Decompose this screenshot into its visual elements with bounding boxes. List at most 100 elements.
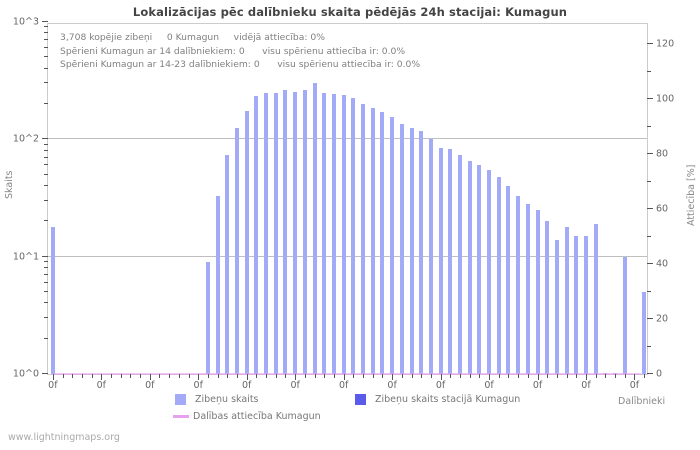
x-tick-minor [421, 374, 423, 378]
y-tick-left-minor [44, 32, 48, 34]
y-axis-tick-label-right: 120 [656, 38, 675, 50]
x-tick-minor [256, 374, 258, 378]
y-tick-right-major [647, 208, 653, 209]
x-tick-minor [372, 374, 374, 378]
x-tick-minor [644, 374, 646, 378]
bar [254, 95, 259, 374]
x-tick-minor [275, 374, 277, 378]
y-axis-tick-label-right: 0 [656, 368, 663, 380]
legend-lightning-count-station[interactable]: Zibeņu skaits stacijā Kumagun [355, 394, 520, 405]
bar [312, 83, 317, 374]
bar [438, 147, 443, 374]
legend-participation-ratio[interactable]: Dalības attiecība Kumagun [173, 411, 321, 422]
chart-title: Lokalizācijas pēc dalībnieku skaita pēdē… [132, 5, 568, 19]
chart-legend: Zibeņu skaits Zibeņu skaits stacijā Kumag… [173, 394, 655, 428]
x-tick-minor [304, 374, 306, 378]
y-tick-right-minor [647, 290, 651, 292]
x-tick-minor [624, 374, 626, 378]
bar [341, 94, 346, 374]
bar [322, 92, 327, 374]
x-tick-major [295, 374, 297, 380]
bar [283, 89, 288, 374]
x-tick-minor [227, 374, 229, 378]
y-axis-tick-label-left: 10^2 [12, 133, 39, 145]
x-tick-minor [140, 374, 142, 378]
x-tick-major [585, 374, 587, 380]
bar [428, 139, 433, 374]
x-tick-minor [576, 374, 578, 378]
participation-ratio-line [53, 373, 642, 375]
y-axis-tick-label-left: 10^3 [12, 16, 39, 28]
bar [583, 236, 588, 374]
legend-lightning-count[interactable]: Zibeņu skaits [175, 394, 259, 405]
x-tick-minor [324, 374, 326, 378]
bar [50, 226, 55, 374]
bar [205, 262, 210, 374]
y-tick-right-minor [647, 180, 651, 182]
x-tick-minor [72, 374, 74, 378]
y-tick-left-major [42, 373, 48, 374]
bar [215, 195, 220, 374]
bar [496, 176, 501, 374]
y-tick-left-major [42, 138, 48, 140]
legend-line-icon [173, 415, 189, 418]
bar [506, 186, 511, 374]
bar [477, 165, 482, 374]
legend-swatch-icon [355, 394, 366, 405]
x-tick-major [489, 374, 491, 380]
annotation-block: 3,708 kopējie zibeņi 0 Kumagun vidējā at… [60, 31, 420, 72]
bar [302, 89, 307, 374]
legend-swatch-icon [175, 394, 186, 405]
legend-label: Zibeņu skaits stacijā Kumagun [375, 394, 521, 405]
x-tick-major [392, 374, 394, 380]
y-tick-right-major [647, 373, 653, 374]
x-tick-minor [556, 374, 558, 378]
x-tick-major [101, 374, 103, 380]
bar [564, 226, 569, 374]
y-axis-tick-label-right: 60 [656, 203, 669, 215]
y-tick-right-minor [647, 70, 651, 72]
y-tick-right-minor [647, 125, 651, 127]
x-tick-minor [615, 374, 617, 378]
y-tick-left-minor [44, 220, 48, 222]
y-tick-left-minor [44, 143, 48, 145]
y-tick-left-minor [44, 261, 48, 263]
bar [535, 209, 540, 374]
x-tick-minor [217, 374, 219, 378]
bar [525, 204, 530, 374]
y-tick-left-minor [44, 199, 48, 201]
y-axis-tick-label-right: 100 [656, 93, 675, 105]
x-tick-minor [188, 374, 190, 378]
x-axis-tick-label: 0f [96, 380, 107, 391]
x-tick-minor [595, 374, 597, 378]
y-axis-title-right: Attiecība [%] [686, 164, 697, 226]
y-axis-title-left: Skaits [4, 170, 15, 200]
y-tick-left-minor [44, 103, 48, 105]
annotation-line-2: Spērieni Kumagun ar 14 dalībniekiem: 0 v… [60, 45, 406, 57]
y-tick-left-minor [44, 317, 48, 319]
x-axis-tick-label: 0f [629, 380, 640, 391]
bar [399, 124, 404, 374]
x-tick-minor [130, 374, 132, 378]
x-tick-minor [81, 374, 83, 378]
y-tick-left-minor [44, 302, 48, 304]
x-tick-minor [469, 374, 471, 378]
x-tick-minor [450, 374, 452, 378]
y-tick-left-minor [44, 67, 48, 69]
x-tick-minor [120, 374, 122, 378]
x-axis-tick-label: 0f [435, 380, 446, 391]
bar [390, 117, 395, 374]
x-tick-minor [498, 374, 500, 378]
x-tick-major [537, 374, 539, 380]
y-tick-left-minor [44, 281, 48, 283]
x-axis-title: Dalībnieki [618, 396, 666, 407]
x-axis-tick-label: 0f [387, 380, 397, 391]
y-tick-left-minor [44, 173, 48, 175]
x-tick-minor [382, 374, 384, 378]
y-tick-right-major [647, 43, 653, 44]
x-tick-minor [169, 374, 171, 378]
y-axis-tick-label-right: 20 [656, 313, 669, 325]
x-tick-minor [353, 374, 355, 378]
x-tick-minor [430, 374, 432, 378]
y-tick-left-minor [44, 47, 48, 49]
